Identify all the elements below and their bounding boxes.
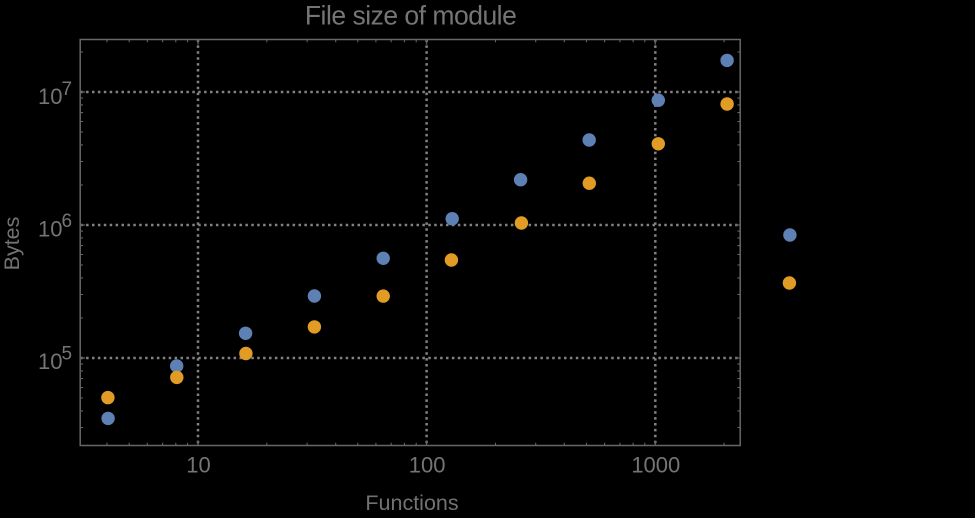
svg-text:Bytes: Bytes: [0, 217, 24, 271]
svg-text:Functions: Functions: [365, 491, 458, 513]
svg-text:10: 10: [38, 216, 62, 241]
svg-text:File size of module: File size of module: [305, 1, 516, 31]
svg-text:100: 100: [409, 452, 446, 477]
svg-text:5: 5: [62, 344, 73, 365]
svg-text:6: 6: [62, 211, 73, 232]
svg-text:10: 10: [38, 349, 62, 374]
svg-text:10: 10: [186, 452, 210, 477]
svg-text:1000: 1000: [631, 452, 680, 477]
svg-text:7: 7: [62, 79, 73, 100]
svg-text:10: 10: [38, 84, 62, 109]
